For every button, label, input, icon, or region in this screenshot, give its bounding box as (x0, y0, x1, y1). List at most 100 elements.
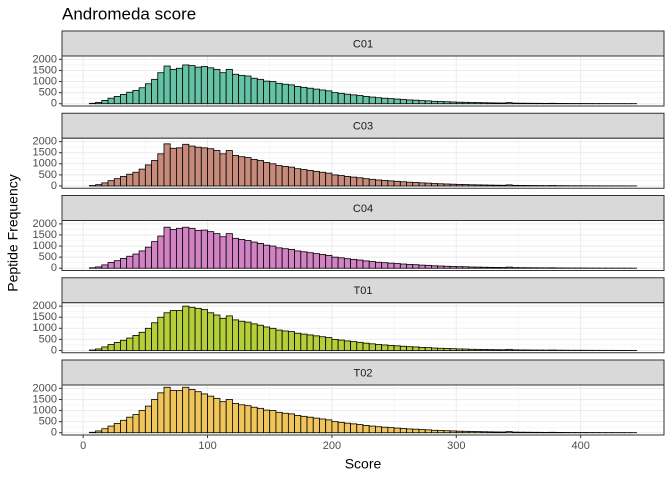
bar (518, 349, 526, 351)
bar (325, 337, 333, 351)
bar (418, 429, 426, 434)
bar (437, 101, 445, 105)
bar (319, 254, 327, 269)
bar (325, 90, 333, 105)
y-tick-label: 1500 (33, 393, 57, 405)
bar (182, 143, 190, 187)
bar (138, 87, 146, 105)
y-tick-label: 500 (39, 87, 57, 99)
bar (207, 148, 215, 187)
bar (200, 147, 208, 187)
bar (399, 99, 407, 105)
bar (207, 395, 215, 434)
bar (244, 405, 252, 434)
bar (300, 86, 308, 105)
bar (343, 93, 351, 105)
bar (486, 102, 494, 105)
bar (107, 262, 115, 269)
strip-label: C01 (353, 38, 373, 50)
y-tick-label: 1000 (33, 322, 57, 334)
bar (263, 326, 271, 351)
bar (101, 346, 109, 351)
bar (474, 266, 482, 269)
bar (101, 428, 109, 434)
bar (132, 171, 140, 187)
bar (449, 266, 457, 269)
bar (381, 180, 389, 187)
bar (281, 330, 289, 351)
chart-title: Andromeda score (62, 4, 196, 23)
bar (176, 310, 184, 351)
bar (281, 412, 289, 434)
bar (486, 184, 494, 187)
bar (138, 331, 146, 351)
bar (381, 344, 389, 351)
bar (431, 347, 439, 351)
bar (474, 102, 482, 105)
x-tick-label: 400 (571, 440, 589, 452)
bar (493, 184, 501, 187)
bar (399, 428, 407, 434)
bar (287, 84, 295, 105)
bar (287, 331, 295, 351)
strip-label: C03 (353, 121, 373, 133)
bar (319, 171, 327, 187)
bar (443, 265, 451, 269)
bar (418, 100, 426, 105)
bar (232, 319, 240, 351)
bar (493, 431, 501, 434)
bar (107, 97, 115, 105)
bar (163, 312, 171, 351)
bar (418, 182, 426, 187)
bar (188, 306, 196, 351)
bar (356, 341, 364, 351)
bar (393, 98, 401, 105)
bar (331, 92, 339, 105)
bar (232, 237, 240, 269)
bar (151, 160, 159, 187)
bar (232, 73, 240, 105)
bar (126, 416, 134, 434)
bar (462, 430, 470, 434)
bar (356, 259, 364, 269)
bar (424, 429, 432, 434)
bar (157, 72, 165, 105)
bar (337, 92, 345, 105)
bar (188, 389, 196, 434)
bar (343, 422, 351, 434)
bar (300, 251, 308, 269)
bar (300, 415, 308, 434)
bar (144, 164, 152, 187)
bar (157, 316, 165, 351)
bar (319, 89, 327, 105)
bar (194, 391, 202, 434)
bar (306, 334, 314, 351)
bar (505, 184, 513, 187)
bar (511, 184, 519, 187)
bar (207, 312, 215, 351)
bar (126, 255, 134, 269)
bar (499, 184, 507, 187)
bar (250, 323, 258, 351)
bar (424, 182, 432, 187)
y-tick-label: 2000 (33, 136, 57, 148)
bar (499, 267, 507, 269)
bar (275, 165, 283, 187)
bar (238, 404, 246, 434)
bar (169, 147, 177, 187)
bar (412, 428, 420, 434)
bar (368, 261, 376, 269)
bar (518, 185, 526, 187)
bar (169, 229, 177, 269)
bar (238, 74, 246, 105)
bar (120, 176, 128, 187)
y-axis-title: Peptide Frequency (5, 174, 21, 292)
bar (331, 338, 339, 351)
bar (176, 67, 184, 105)
bar (499, 349, 507, 351)
bar (511, 349, 519, 351)
bar (157, 235, 165, 269)
y-tick-label: 0 (51, 262, 57, 274)
bar (312, 88, 320, 105)
bar (194, 307, 202, 351)
